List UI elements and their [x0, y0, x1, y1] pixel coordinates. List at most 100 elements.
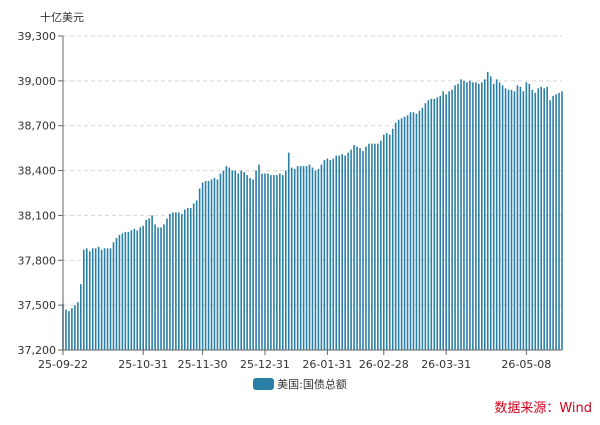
bar[interactable] — [448, 91, 450, 350]
bar[interactable] — [240, 170, 243, 350]
bar[interactable] — [284, 170, 287, 350]
bar[interactable] — [210, 179, 213, 350]
bar[interactable] — [118, 234, 121, 350]
bar[interactable] — [380, 140, 382, 350]
bar[interactable] — [85, 248, 88, 350]
bar[interactable] — [80, 284, 82, 350]
bar[interactable] — [519, 86, 522, 350]
bar[interactable] — [510, 89, 513, 350]
bar[interactable] — [302, 166, 305, 350]
bar[interactable] — [400, 118, 403, 351]
bar[interactable] — [267, 173, 269, 350]
bar[interactable] — [175, 212, 177, 350]
bar[interactable] — [507, 89, 510, 350]
bar[interactable] — [391, 128, 394, 350]
bar[interactable] — [216, 179, 219, 350]
bar[interactable] — [65, 309, 67, 350]
bar[interactable] — [192, 203, 195, 350]
bar[interactable] — [385, 133, 388, 350]
bar[interactable] — [124, 231, 127, 350]
bar[interactable] — [296, 166, 299, 350]
bar[interactable] — [418, 110, 421, 350]
bar[interactable] — [290, 167, 293, 350]
bar[interactable] — [258, 164, 260, 350]
bar[interactable] — [406, 115, 409, 350]
bar[interactable] — [237, 173, 240, 350]
bar[interactable] — [466, 82, 468, 350]
bar[interactable] — [189, 207, 192, 350]
bar[interactable] — [160, 227, 162, 350]
bar[interactable] — [222, 170, 225, 350]
bar[interactable] — [154, 224, 156, 350]
bar[interactable] — [457, 83, 459, 350]
bar[interactable] — [115, 237, 118, 350]
bar[interactable] — [293, 169, 296, 350]
bar[interactable] — [528, 83, 531, 350]
bar[interactable] — [472, 82, 474, 350]
bar[interactable] — [424, 103, 427, 350]
bar[interactable] — [234, 170, 237, 350]
bar[interactable] — [323, 160, 326, 350]
bar[interactable] — [88, 251, 91, 350]
bar[interactable] — [219, 173, 222, 350]
bar[interactable] — [377, 143, 379, 350]
bar[interactable] — [478, 83, 480, 350]
bar[interactable] — [139, 227, 142, 350]
bar[interactable] — [163, 224, 165, 350]
bar[interactable] — [460, 79, 462, 351]
bar[interactable] — [430, 98, 433, 350]
bar[interactable] — [365, 146, 367, 350]
bar[interactable] — [94, 248, 97, 350]
bar[interactable] — [97, 246, 100, 350]
bar[interactable] — [121, 233, 124, 350]
bar[interactable] — [483, 79, 486, 351]
bar[interactable] — [362, 151, 364, 350]
bar[interactable] — [77, 302, 79, 350]
bar[interactable] — [287, 152, 290, 350]
bar[interactable] — [489, 76, 492, 351]
bar[interactable] — [486, 71, 489, 350]
bar[interactable] — [412, 112, 415, 350]
bar[interactable] — [409, 112, 412, 350]
bar[interactable] — [204, 181, 207, 350]
bar[interactable] — [454, 85, 456, 350]
bar[interactable] — [326, 158, 329, 350]
bar[interactable] — [279, 173, 281, 350]
bar[interactable] — [186, 207, 189, 350]
bar[interactable] — [516, 85, 519, 350]
bar[interactable] — [534, 92, 537, 350]
bar[interactable] — [231, 170, 234, 350]
bar[interactable] — [338, 155, 341, 350]
bar[interactable] — [252, 179, 254, 350]
bar[interactable] — [350, 149, 352, 350]
legend[interactable]: 美国:国债总额 — [0, 376, 600, 392]
bar[interactable] — [504, 88, 507, 350]
bar[interactable] — [181, 213, 183, 350]
bar[interactable] — [100, 249, 103, 350]
bar[interactable] — [71, 308, 73, 350]
bar[interactable] — [213, 178, 216, 350]
bar[interactable] — [166, 218, 168, 350]
bar[interactable] — [415, 113, 418, 350]
bar[interactable] — [475, 82, 477, 350]
bar[interactable] — [225, 166, 228, 350]
bar[interactable] — [273, 175, 275, 350]
bar[interactable] — [368, 143, 370, 350]
bar[interactable] — [439, 95, 442, 350]
bar[interactable] — [329, 160, 332, 350]
bar[interactable] — [317, 169, 320, 350]
bar[interactable] — [498, 82, 501, 350]
bar[interactable] — [525, 82, 528, 350]
bar[interactable] — [359, 148, 361, 350]
bar[interactable] — [74, 305, 76, 350]
bar[interactable] — [169, 213, 171, 350]
bar[interactable] — [264, 173, 266, 350]
bar[interactable] — [549, 100, 551, 350]
bar[interactable] — [445, 94, 447, 350]
bar[interactable] — [537, 88, 540, 350]
bar[interactable] — [183, 209, 186, 350]
bar[interactable] — [543, 88, 545, 350]
bar[interactable] — [91, 248, 94, 350]
bar[interactable] — [198, 188, 201, 350]
bar[interactable] — [394, 122, 397, 350]
